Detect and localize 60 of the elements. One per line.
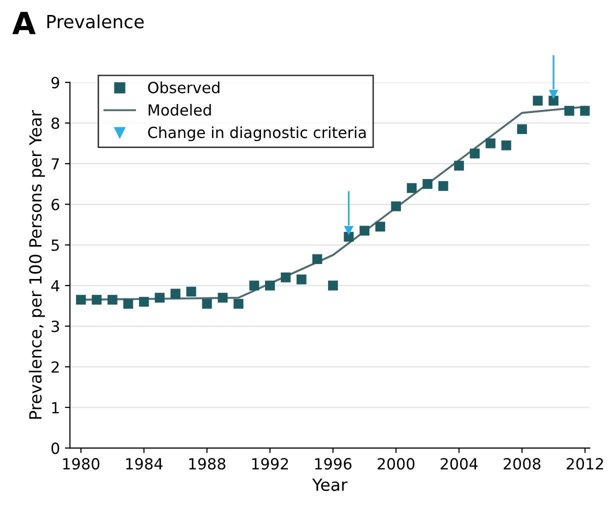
point: [218, 292, 228, 303]
point: [517, 124, 527, 134]
point: [312, 254, 322, 264]
x-tick-label: 1984: [126, 458, 163, 470]
point: [501, 140, 512, 150]
x-tick-label: 2012: [566, 458, 603, 470]
y-tick-label: 3: [52, 320, 59, 332]
x-tick-label: 1988: [189, 458, 226, 470]
x-tick-label: 2000: [378, 458, 414, 470]
point: [76, 294, 86, 305]
point: [344, 226, 354, 236]
point: [391, 201, 401, 212]
x-axis-title: Year: [312, 478, 348, 492]
point: [123, 298, 134, 309]
y-tick-label: 2: [52, 361, 59, 373]
point: [375, 222, 386, 232]
point: [548, 96, 558, 106]
point: [154, 292, 165, 303]
point: [422, 179, 432, 189]
y-tick-label: 4: [51, 280, 60, 292]
text: A: [12, 12, 36, 34]
y-tick-label: 8: [52, 117, 60, 130]
chart-title: Prevalence: [47, 14, 144, 28]
point: [564, 106, 574, 116]
point: [234, 298, 244, 309]
point: [265, 280, 275, 290]
point: [92, 294, 102, 305]
point: [470, 148, 480, 158]
legend-label: Modeled: [148, 104, 211, 116]
point: [328, 280, 338, 290]
x-tick-label: 2008: [504, 458, 540, 470]
y-tick-label: 7: [52, 158, 59, 170]
point: [186, 286, 196, 297]
y-tick-label: 0: [51, 442, 60, 454]
point: [486, 138, 496, 148]
legend-label: Change in diagnostic criteria: [148, 126, 366, 142]
point: [249, 280, 260, 290]
point: [438, 181, 448, 191]
point: [139, 296, 149, 307]
legend-label: Observed: [148, 82, 220, 94]
x-tick-label: 1980: [63, 458, 100, 470]
point: [202, 298, 212, 309]
y-tick-label: 9: [51, 76, 60, 88]
y-tick-label: 1: [52, 402, 59, 414]
point: [108, 294, 118, 305]
point: [548, 90, 558, 100]
x-tick-label: 2004: [440, 458, 478, 470]
point: [580, 106, 590, 116]
y-tick-label: 6: [52, 198, 60, 210]
y-tick-label: 5: [52, 240, 59, 251]
point: [360, 226, 370, 236]
x-tick-label: 1996: [315, 458, 352, 470]
y-axis-title: Prevalence, per 100 Persons per Year: [28, 110, 45, 419]
point: [406, 183, 417, 193]
point: [296, 274, 306, 284]
point: [532, 96, 543, 106]
point: [454, 160, 464, 171]
point: [170, 288, 180, 299]
point: [280, 272, 291, 282]
x-tick-label: 1992: [252, 458, 288, 470]
